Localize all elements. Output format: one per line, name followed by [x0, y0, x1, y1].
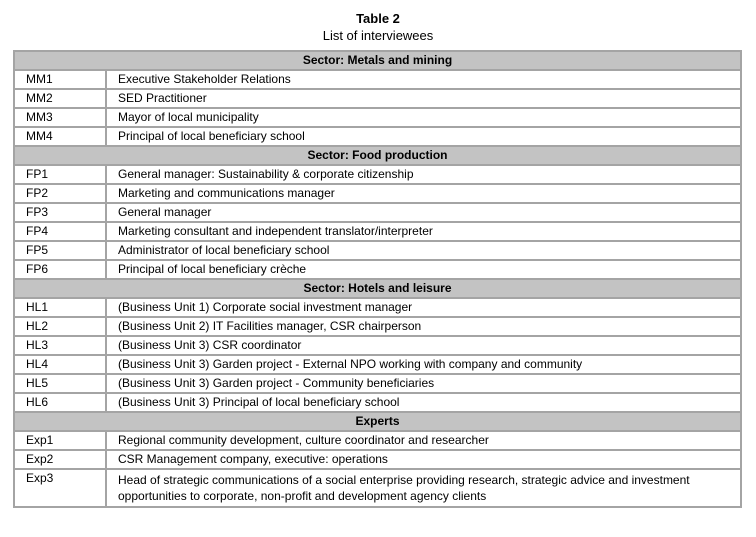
interviewee-role: General manager: Sustainability & corpor… [105, 164, 742, 185]
table-title: Table 2 [356, 11, 400, 26]
interviewee-role: (Business Unit 2) IT Facilities manager,… [105, 316, 742, 337]
interviewee-code: FP1 [13, 164, 107, 185]
interviewee-code: FP6 [13, 259, 107, 280]
interviewee-role: (Business Unit 3) CSR coordinator [105, 335, 742, 356]
interviewee-role: Principal of local beneficiary school [105, 126, 742, 147]
table-row: HL1 (Business Unit 1) Corporate social i… [13, 297, 742, 318]
table-row: MM1 Executive Stakeholder Relations [13, 69, 742, 90]
interviewee-role: SED Practitioner [105, 88, 742, 109]
table-row: Exp3 Head of strategic communications of… [13, 468, 742, 508]
interviewee-code: FP4 [13, 221, 107, 242]
table-row: FP6 Principal of local beneficiary crèch… [13, 259, 742, 280]
interviewees-table: Sector: Metals and mining MM1 Executive … [13, 50, 742, 508]
interviewee-code: Exp1 [13, 430, 107, 451]
table-row: HL6 (Business Unit 3) Principal of local… [13, 392, 742, 413]
interviewee-code: FP3 [13, 202, 107, 223]
interviewee-role: Executive Stakeholder Relations [105, 69, 742, 90]
interviewee-role: Marketing and communications manager [105, 183, 742, 204]
table-row: FP2 Marketing and communications manager [13, 183, 742, 204]
interviewee-role: (Business Unit 3) Garden project - Commu… [105, 373, 742, 394]
section-header-row: Sector: Hotels and leisure [13, 278, 742, 299]
interviewee-code: Exp2 [13, 449, 107, 470]
interviewee-code: MM1 [13, 69, 107, 90]
table-row: Exp2 CSR Management company, executive: … [13, 449, 742, 470]
section-header-row: Sector: Food production [13, 145, 742, 166]
table-row: FP4 Marketing consultant and independent… [13, 221, 742, 242]
interviewee-role: Marketing consultant and independent tra… [105, 221, 742, 242]
table-row: MM2 SED Practitioner [13, 88, 742, 109]
interviewee-role: Administrator of local beneficiary schoo… [105, 240, 742, 261]
interviewee-code: HL5 [13, 373, 107, 394]
interviewee-role: (Business Unit 3) Principal of local ben… [105, 392, 742, 413]
table-row: HL3 (Business Unit 3) CSR coordinator [13, 335, 742, 356]
interviewee-role: General manager [105, 202, 742, 223]
interviewee-code: FP2 [13, 183, 107, 204]
table-row: HL2 (Business Unit 2) IT Facilities mana… [13, 316, 742, 337]
table-row: FP1 General manager: Sustainability & co… [13, 164, 742, 185]
section-header-row: Experts [13, 411, 742, 432]
interviewee-code: HL6 [13, 392, 107, 413]
interviewee-code: FP5 [13, 240, 107, 261]
interviewee-code: MM3 [13, 107, 107, 128]
interviewee-code: MM4 [13, 126, 107, 147]
interviewee-role: Head of strategic communications of a so… [105, 468, 742, 508]
table-row: MM3 Mayor of local municipality [13, 107, 742, 128]
section-header: Experts [13, 411, 742, 432]
table-row: HL4 (Business Unit 3) Garden project - E… [13, 354, 742, 375]
interviewee-role: (Business Unit 1) Corporate social inves… [105, 297, 742, 318]
interviewee-code: MM2 [13, 88, 107, 109]
interviewee-code: HL3 [13, 335, 107, 356]
interviewee-code: HL2 [13, 316, 107, 337]
table-row: Exp1 Regional community development, cul… [13, 430, 742, 451]
section-header: Sector: Food production [13, 145, 742, 166]
table-subtitle: List of interviewees [322, 28, 434, 43]
section-header: Sector: Metals and mining [13, 50, 742, 71]
table-row: MM4 Principal of local beneficiary schoo… [13, 126, 742, 147]
interviewee-role: Regional community development, culture … [105, 430, 742, 451]
interviewee-code: HL4 [13, 354, 107, 375]
interviewee-role: Principal of local beneficiary crèche [105, 259, 742, 280]
interviewee-role: CSR Management company, executive: opera… [105, 449, 742, 470]
table-row: FP5 Administrator of local beneficiary s… [13, 240, 742, 261]
section-header: Sector: Hotels and leisure [13, 278, 742, 299]
table-row: FP3 General manager [13, 202, 742, 223]
interviewee-code: HL1 [13, 297, 107, 318]
interviewee-role: Mayor of local municipality [105, 107, 742, 128]
interviewee-role: (Business Unit 3) Garden project - Exter… [105, 354, 742, 375]
section-header-row: Sector: Metals and mining [13, 50, 742, 71]
table-row: HL5 (Business Unit 3) Garden project - C… [13, 373, 742, 394]
interviewee-code: Exp3 [13, 468, 107, 508]
